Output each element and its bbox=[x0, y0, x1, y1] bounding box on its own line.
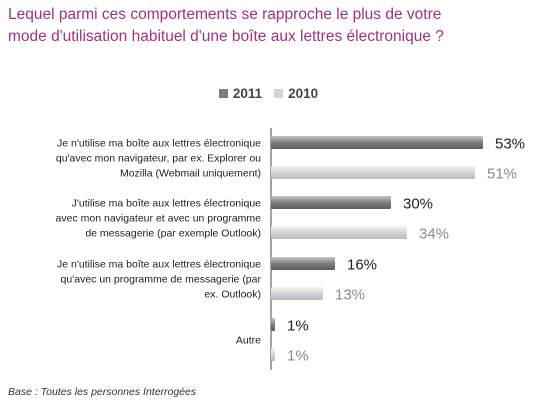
category-label-3-line-2: qu'avec un programme de messagerie (par bbox=[61, 274, 262, 286]
data-label-2011-4: 1% bbox=[287, 318, 309, 335]
bar-2011-3 bbox=[271, 257, 335, 270]
category-label-3-line-3: ex. Outlook) bbox=[204, 289, 261, 301]
chart-title: Lequel parmi ces comportements se rappro… bbox=[8, 4, 528, 48]
bar-2010-3 bbox=[271, 287, 323, 300]
legend-label-2010: 2010 bbox=[288, 86, 319, 101]
category-label-2-line-2: avec mon navigateur et avec un programme bbox=[56, 213, 262, 225]
legend-swatch-2010 bbox=[274, 89, 284, 98]
data-label-2010-3: 13% bbox=[335, 287, 365, 304]
bar-2011-2 bbox=[271, 196, 391, 209]
data-label-2011-3: 16% bbox=[347, 257, 377, 274]
bar-2011-1 bbox=[271, 136, 483, 149]
legend-item-2010: 2010 bbox=[274, 86, 318, 101]
footnote: Base : Toutes les personnes Interrogées bbox=[8, 386, 197, 398]
category-label-1-line-3: Mozilla (Webmail uniquement) bbox=[120, 168, 261, 180]
bar-2011-4 bbox=[271, 318, 275, 331]
bar-2010-2 bbox=[271, 226, 407, 239]
category-label-1-line-1: Je n'utilise ma boîte aux lettres électr… bbox=[57, 138, 261, 150]
legend: 2011 2010 bbox=[0, 86, 537, 101]
data-label-2010-4: 1% bbox=[287, 348, 309, 365]
data-label-2011-2: 30% bbox=[403, 196, 433, 213]
bar-2010-4 bbox=[271, 348, 275, 361]
bar-2010-1 bbox=[271, 166, 475, 179]
category-label-4-line-1: Autre bbox=[236, 335, 261, 347]
chart-title-line-2: mode d'utilisation habituel d'une boîte … bbox=[8, 28, 444, 45]
data-label-2011-1: 53% bbox=[495, 136, 525, 153]
legend-label-2011: 2011 bbox=[232, 86, 263, 101]
category-label-2-line-1: J'utilise ma boîte aux lettres électroni… bbox=[72, 198, 262, 210]
category-label-2-line-3: de messagerie (par exemple Outlook) bbox=[85, 228, 261, 240]
chart-title-line-1: Lequel parmi ces comportements se rappro… bbox=[8, 6, 442, 23]
category-label-1-line-2: qu'avec mon navigateur, par ex. Explorer… bbox=[56, 153, 261, 165]
category-label-3-line-1: Je n'utilise ma boîte aux lettres électr… bbox=[57, 259, 261, 271]
data-label-2010-1: 51% bbox=[487, 166, 517, 183]
data-label-2010-2: 34% bbox=[419, 226, 449, 243]
legend-swatch-2011 bbox=[218, 89, 228, 98]
legend-item-2011: 2011 bbox=[218, 86, 263, 101]
